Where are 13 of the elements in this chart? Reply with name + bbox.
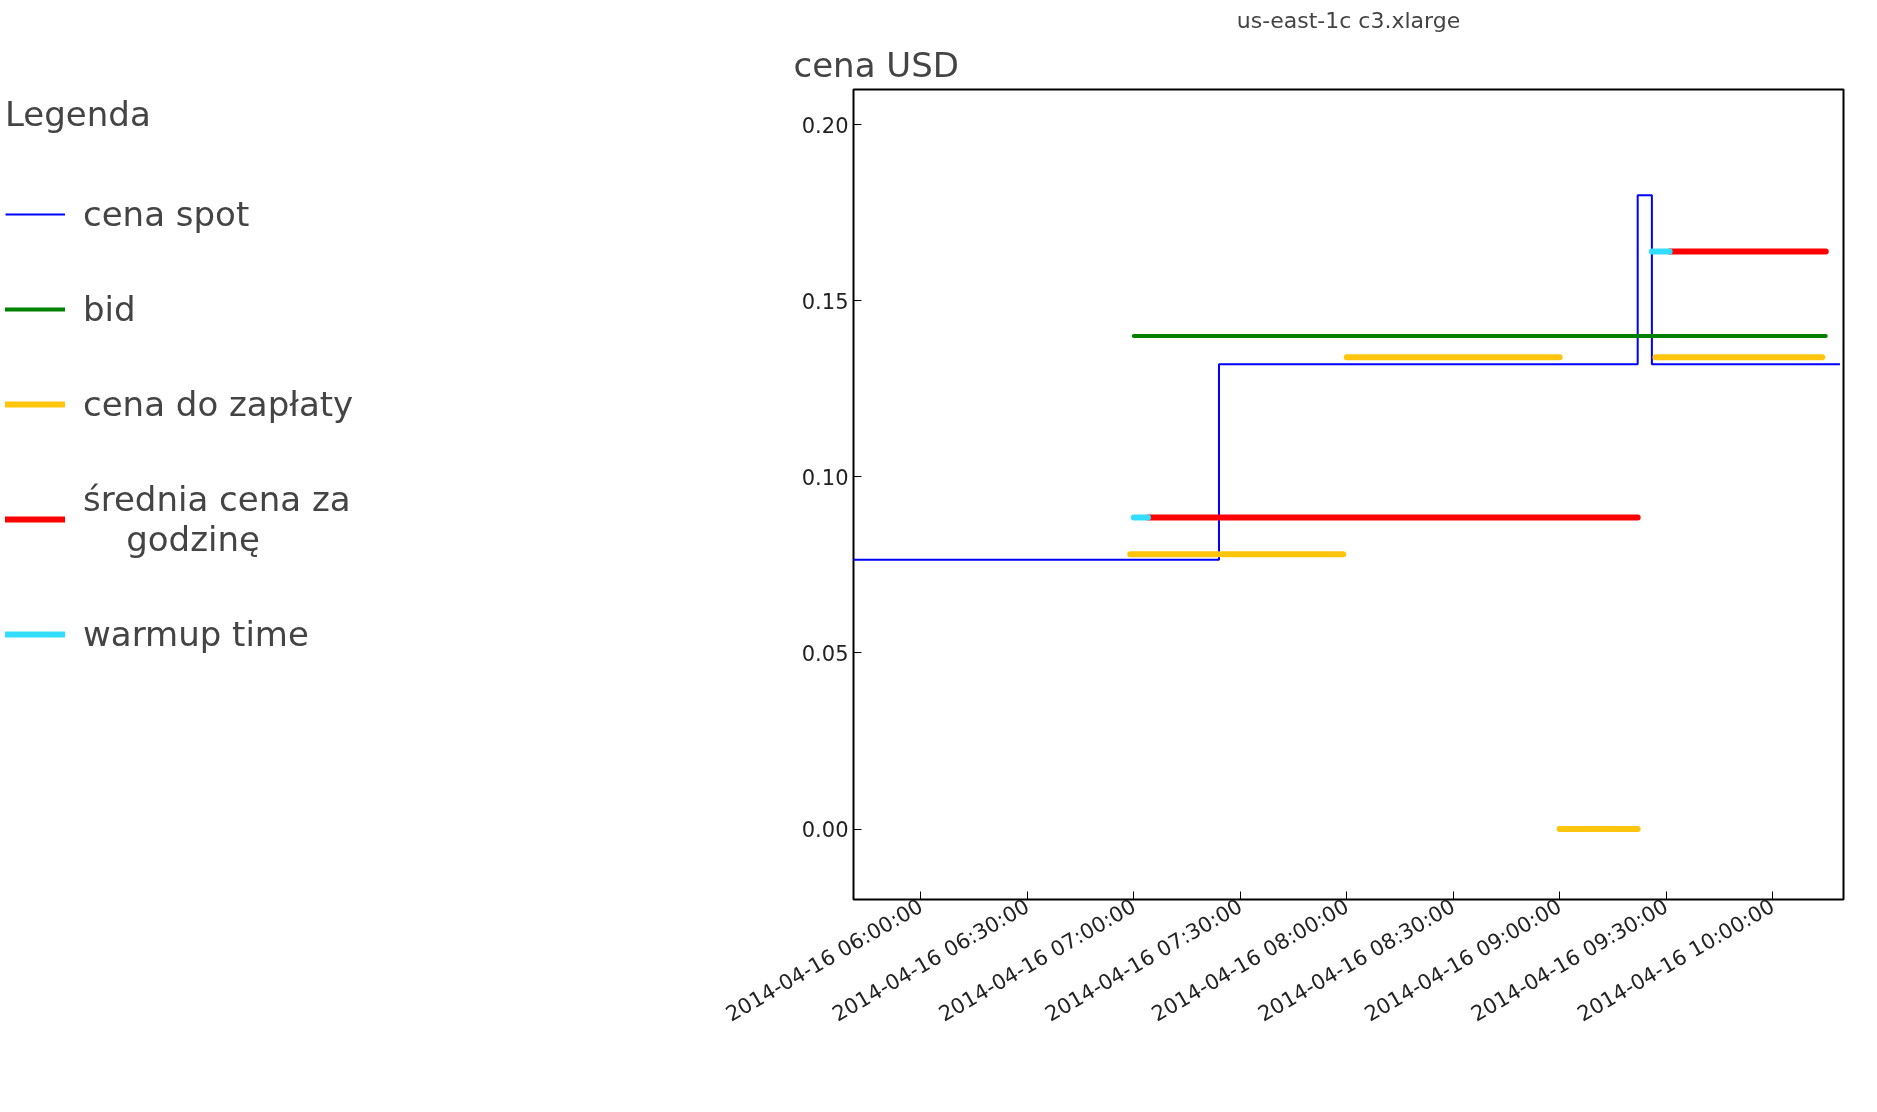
legend-label: warmup time [83,614,309,654]
legend-title: Legenda [5,94,152,134]
y-tick-label: 0.15 [801,289,849,314]
y-tick-label: 0.00 [801,818,849,843]
legend-label: bid [83,289,136,329]
y-tick-label: 0.20 [801,113,849,138]
y-tick-label: 0.10 [801,465,849,490]
legend-label: cena spot [83,194,250,234]
legend-label: cena do zapłaty [83,384,354,424]
y-tick-label: 0.05 [801,641,849,666]
y-axis-title: cena USD [793,44,959,85]
legend-label: średnia cena za godzinę [83,479,351,559]
chart-title: us-east-1c c3.xlarge [1236,7,1461,33]
